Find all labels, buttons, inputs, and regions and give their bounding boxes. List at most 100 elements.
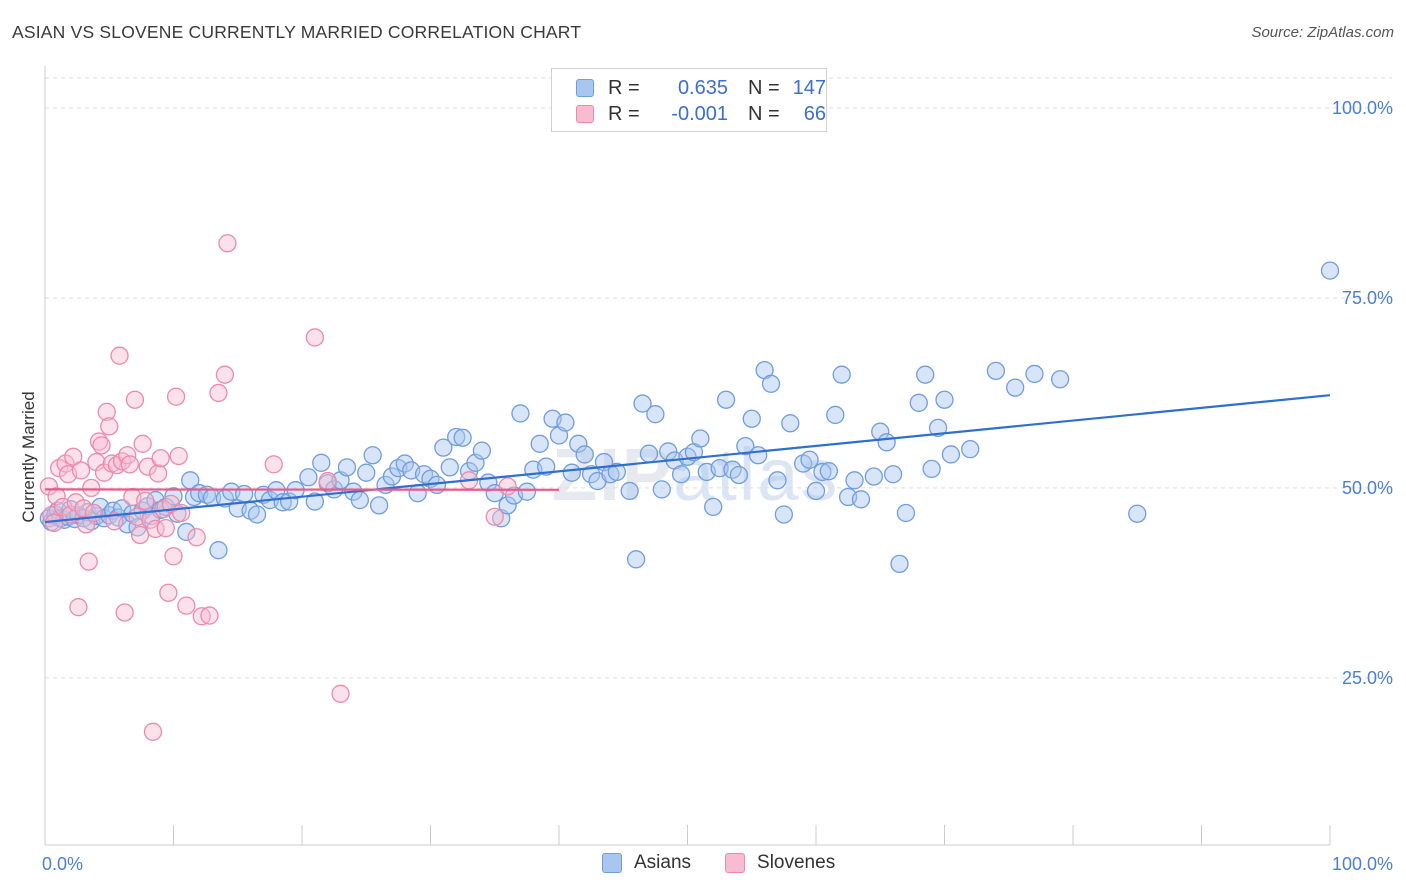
data-point-asians: [350, 490, 369, 510]
data-point-asians: [749, 446, 768, 465]
data-point-slovenes: [169, 446, 188, 466]
data-point-asians: [806, 481, 826, 501]
axis-layer: [44, 66, 1331, 846]
data-point-asians: [864, 467, 883, 486]
data-point-asians: [1320, 261, 1340, 280]
stats-legend: R = 0.635 N = 147 R = -0.001 N = 66: [551, 68, 827, 132]
data-point-asians: [716, 390, 736, 409]
data-point-asians: [357, 463, 376, 482]
data-point-asians: [1051, 370, 1070, 389]
data-point-slovenes: [133, 434, 152, 453]
data-point-asians: [1006, 378, 1025, 397]
data-point-asians: [447, 427, 466, 447]
data-point-asians: [235, 484, 254, 504]
data-point-asians: [883, 465, 903, 484]
data-point-asians: [646, 405, 665, 424]
data-point-slovenes: [159, 583, 178, 602]
y-tick-label: 25.0%: [1342, 668, 1393, 688]
series-legend-swatch-asians: [602, 853, 622, 873]
data-point-asians: [247, 505, 267, 524]
data-point-slovenes: [156, 519, 175, 538]
legend-n-label: N =: [748, 102, 780, 125]
series-legend-label-asians: Asians: [634, 852, 692, 873]
data-point-asians: [408, 484, 427, 503]
data-point-asians: [928, 418, 948, 438]
data-point-asians: [935, 390, 954, 409]
data-point-asians: [337, 458, 357, 477]
data-point-asians: [691, 429, 710, 448]
data-point-slovenes: [215, 365, 235, 384]
data-point-asians: [434, 438, 453, 457]
legend-r-label: R =: [608, 102, 640, 125]
y-tick-label: 100.0%: [1332, 98, 1393, 118]
data-point-slovenes: [498, 477, 517, 496]
trend-line-asians: [44, 394, 1331, 524]
data-point-slovenes: [177, 596, 196, 615]
data-point-slovenes: [79, 552, 98, 571]
data-point-slovenes: [39, 477, 59, 496]
data-point-asians: [312, 453, 331, 472]
data-point-asians: [575, 445, 594, 464]
data-point-asians: [736, 436, 755, 456]
data-point-asians: [813, 462, 832, 482]
data-point-slovenes: [148, 464, 168, 483]
data-point-asians: [922, 459, 941, 479]
data-point-slovenes: [151, 449, 170, 468]
data-point-asians: [626, 550, 646, 569]
series-legend-swatch-slovenes: [725, 853, 746, 873]
data-point-asians: [1128, 504, 1147, 523]
data-point-asians: [537, 457, 556, 476]
legend-n-value: 66: [803, 102, 826, 125]
data-point-slovenes: [136, 491, 155, 510]
data-point-asians: [909, 393, 928, 412]
data-point-slovenes: [138, 457, 157, 476]
data-point-asians: [209, 541, 228, 560]
legend-r-value: -0.001: [671, 102, 728, 125]
data-point-asians: [986, 361, 1006, 381]
legend-row-slovenes: R = -0.001 N = 66: [576, 102, 826, 126]
data-point-slovenes: [166, 387, 186, 406]
data-point-slovenes: [64, 447, 83, 466]
data-point-asians: [369, 496, 389, 515]
data-point-asians: [607, 462, 626, 482]
data-point-slovenes: [110, 346, 129, 365]
data-point-asians: [530, 434, 549, 453]
data-point-asians: [851, 490, 871, 509]
data-point-slovenes: [120, 455, 139, 474]
data-point-slovenes: [82, 478, 101, 498]
data-point-slovenes: [485, 507, 504, 526]
data-point-asians: [896, 503, 916, 523]
data-point-slovenes: [192, 607, 211, 626]
data-point-asians: [877, 433, 896, 452]
data-point-slovenes: [305, 328, 325, 347]
data-point-slovenes: [218, 234, 237, 253]
data-point-slovenes: [105, 512, 124, 531]
data-point-asians: [742, 409, 761, 428]
data-point-slovenes: [125, 390, 145, 409]
data-point-asians: [440, 458, 459, 477]
data-point-asians: [620, 481, 639, 501]
data-point-asians: [498, 496, 517, 515]
data-point-slovenes: [187, 528, 206, 547]
data-point-asians: [562, 463, 581, 482]
data-point-slovenes: [92, 436, 111, 455]
data-point-slovenes: [164, 547, 183, 566]
data-point-asians: [781, 414, 800, 433]
data-point-slovenes: [200, 606, 219, 625]
chart-title: ASIAN VS SLOVENE CURRENTLY MARRIED CORRE…: [12, 22, 582, 42]
data-point-asians: [652, 480, 671, 499]
data-point-asians: [761, 374, 781, 393]
y-axis-title: Currently Married: [19, 391, 38, 522]
data-point-slovenes: [146, 519, 165, 539]
x-tick-label: 0.0%: [42, 854, 83, 874]
legend-r-value: 0.635: [677, 76, 728, 99]
watermark-part-1: ZIP: [552, 433, 674, 516]
data-point-asians: [177, 522, 196, 542]
data-point-asians: [1025, 364, 1044, 384]
data-point-slovenes: [209, 383, 228, 403]
data-point-asians: [453, 428, 472, 447]
data-point-asians: [581, 465, 601, 484]
data-point-asians: [511, 404, 530, 423]
data-point-asians: [729, 465, 749, 485]
